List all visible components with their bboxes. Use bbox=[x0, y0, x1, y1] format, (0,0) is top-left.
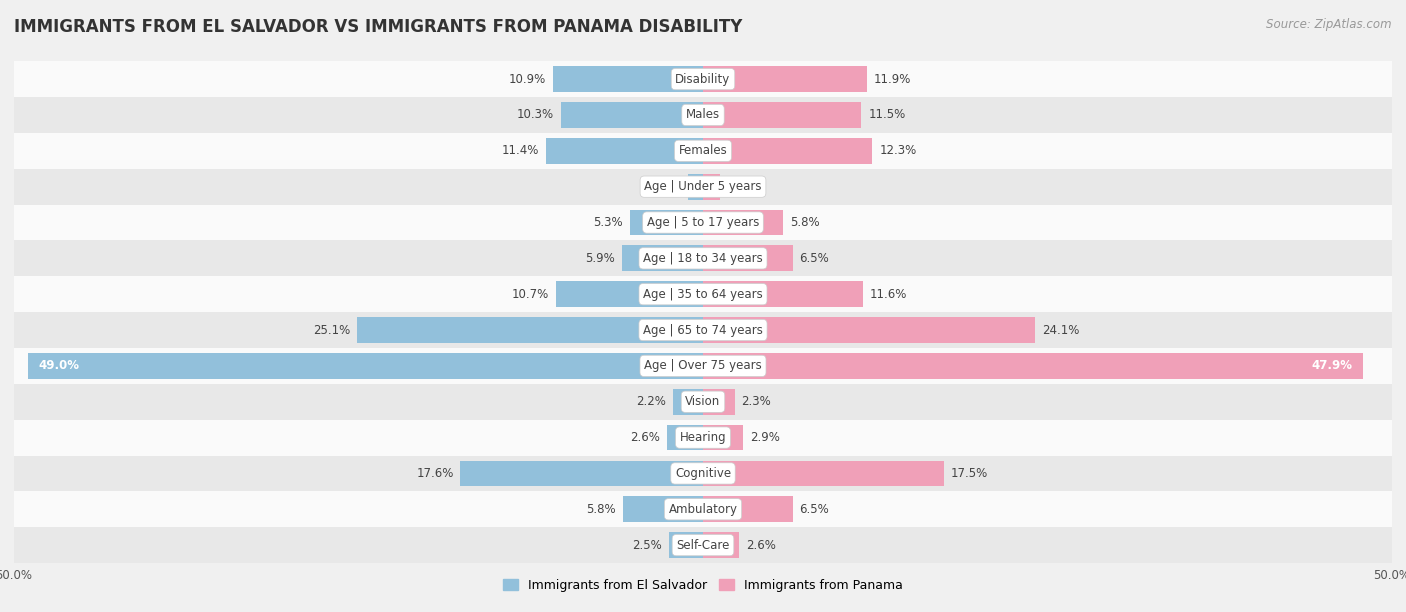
Bar bbox=[688, 174, 703, 200]
Text: 5.9%: 5.9% bbox=[585, 252, 614, 265]
Bar bbox=[703, 209, 783, 236]
Bar bbox=[14, 97, 1392, 133]
Text: IMMIGRANTS FROM EL SALVADOR VS IMMIGRANTS FROM PANAMA DISABILITY: IMMIGRANTS FROM EL SALVADOR VS IMMIGRANT… bbox=[14, 18, 742, 36]
Bar bbox=[14, 527, 1392, 563]
Bar bbox=[14, 204, 1392, 241]
Bar bbox=[14, 241, 1392, 276]
Bar bbox=[703, 102, 862, 128]
Text: 5.8%: 5.8% bbox=[586, 503, 616, 516]
Bar bbox=[14, 348, 1392, 384]
Text: 47.9%: 47.9% bbox=[1310, 359, 1353, 372]
Bar bbox=[357, 317, 703, 343]
Text: Females: Females bbox=[679, 144, 727, 157]
Bar bbox=[553, 66, 703, 92]
Bar bbox=[703, 174, 720, 200]
Text: Vision: Vision bbox=[685, 395, 721, 408]
Bar bbox=[14, 312, 1392, 348]
Bar bbox=[621, 245, 703, 271]
Bar bbox=[703, 389, 735, 415]
Text: Hearing: Hearing bbox=[679, 431, 727, 444]
Bar bbox=[703, 317, 1035, 343]
Bar bbox=[461, 460, 703, 487]
Text: 6.5%: 6.5% bbox=[800, 252, 830, 265]
Bar bbox=[14, 133, 1392, 169]
Text: 2.6%: 2.6% bbox=[630, 431, 661, 444]
Bar bbox=[14, 169, 1392, 204]
Bar bbox=[561, 102, 703, 128]
Text: 2.2%: 2.2% bbox=[636, 395, 666, 408]
Bar bbox=[668, 425, 703, 450]
Text: 12.3%: 12.3% bbox=[879, 144, 917, 157]
Bar bbox=[14, 61, 1392, 97]
Bar bbox=[14, 384, 1392, 420]
Bar bbox=[14, 491, 1392, 527]
Text: 49.0%: 49.0% bbox=[39, 359, 80, 372]
Bar bbox=[703, 282, 863, 307]
Bar bbox=[630, 209, 703, 236]
Text: 25.1%: 25.1% bbox=[314, 324, 350, 337]
Text: 1.1%: 1.1% bbox=[651, 180, 681, 193]
Text: 11.5%: 11.5% bbox=[869, 108, 905, 121]
Bar bbox=[672, 389, 703, 415]
Text: 2.9%: 2.9% bbox=[749, 431, 780, 444]
Text: 10.7%: 10.7% bbox=[512, 288, 548, 300]
Text: Ambulatory: Ambulatory bbox=[668, 503, 738, 516]
Text: 2.5%: 2.5% bbox=[631, 539, 662, 551]
Text: 1.2%: 1.2% bbox=[727, 180, 756, 193]
Text: 17.6%: 17.6% bbox=[416, 467, 454, 480]
Bar bbox=[703, 138, 873, 164]
Bar bbox=[703, 496, 793, 522]
Bar bbox=[703, 245, 793, 271]
Text: 5.8%: 5.8% bbox=[790, 216, 820, 229]
Bar bbox=[14, 276, 1392, 312]
Text: Self-Care: Self-Care bbox=[676, 539, 730, 551]
Text: 6.5%: 6.5% bbox=[800, 503, 830, 516]
Text: Age | Over 75 years: Age | Over 75 years bbox=[644, 359, 762, 372]
Text: 11.4%: 11.4% bbox=[502, 144, 538, 157]
Text: Age | 5 to 17 years: Age | 5 to 17 years bbox=[647, 216, 759, 229]
Text: 17.5%: 17.5% bbox=[950, 467, 988, 480]
Bar bbox=[669, 532, 703, 558]
Legend: Immigrants from El Salvador, Immigrants from Panama: Immigrants from El Salvador, Immigrants … bbox=[498, 574, 908, 597]
Text: Age | 35 to 64 years: Age | 35 to 64 years bbox=[643, 288, 763, 300]
Text: Age | Under 5 years: Age | Under 5 years bbox=[644, 180, 762, 193]
Bar bbox=[703, 353, 1362, 379]
Text: Disability: Disability bbox=[675, 73, 731, 86]
Text: Males: Males bbox=[686, 108, 720, 121]
Text: Cognitive: Cognitive bbox=[675, 467, 731, 480]
Text: Age | 18 to 34 years: Age | 18 to 34 years bbox=[643, 252, 763, 265]
Bar bbox=[703, 66, 868, 92]
Text: 10.3%: 10.3% bbox=[517, 108, 554, 121]
Bar bbox=[703, 532, 738, 558]
Text: 10.9%: 10.9% bbox=[509, 73, 546, 86]
Bar bbox=[703, 460, 945, 487]
Bar bbox=[28, 353, 703, 379]
Bar bbox=[555, 282, 703, 307]
Bar bbox=[546, 138, 703, 164]
Text: 2.3%: 2.3% bbox=[741, 395, 772, 408]
Bar bbox=[14, 455, 1392, 491]
Text: 5.3%: 5.3% bbox=[593, 216, 623, 229]
Text: Source: ZipAtlas.com: Source: ZipAtlas.com bbox=[1267, 18, 1392, 31]
Text: 2.6%: 2.6% bbox=[745, 539, 776, 551]
Text: Age | 65 to 74 years: Age | 65 to 74 years bbox=[643, 324, 763, 337]
Bar bbox=[703, 425, 742, 450]
Bar bbox=[623, 496, 703, 522]
Text: 11.6%: 11.6% bbox=[870, 288, 907, 300]
Text: 11.9%: 11.9% bbox=[875, 73, 911, 86]
Text: 24.1%: 24.1% bbox=[1042, 324, 1080, 337]
Bar bbox=[14, 420, 1392, 455]
